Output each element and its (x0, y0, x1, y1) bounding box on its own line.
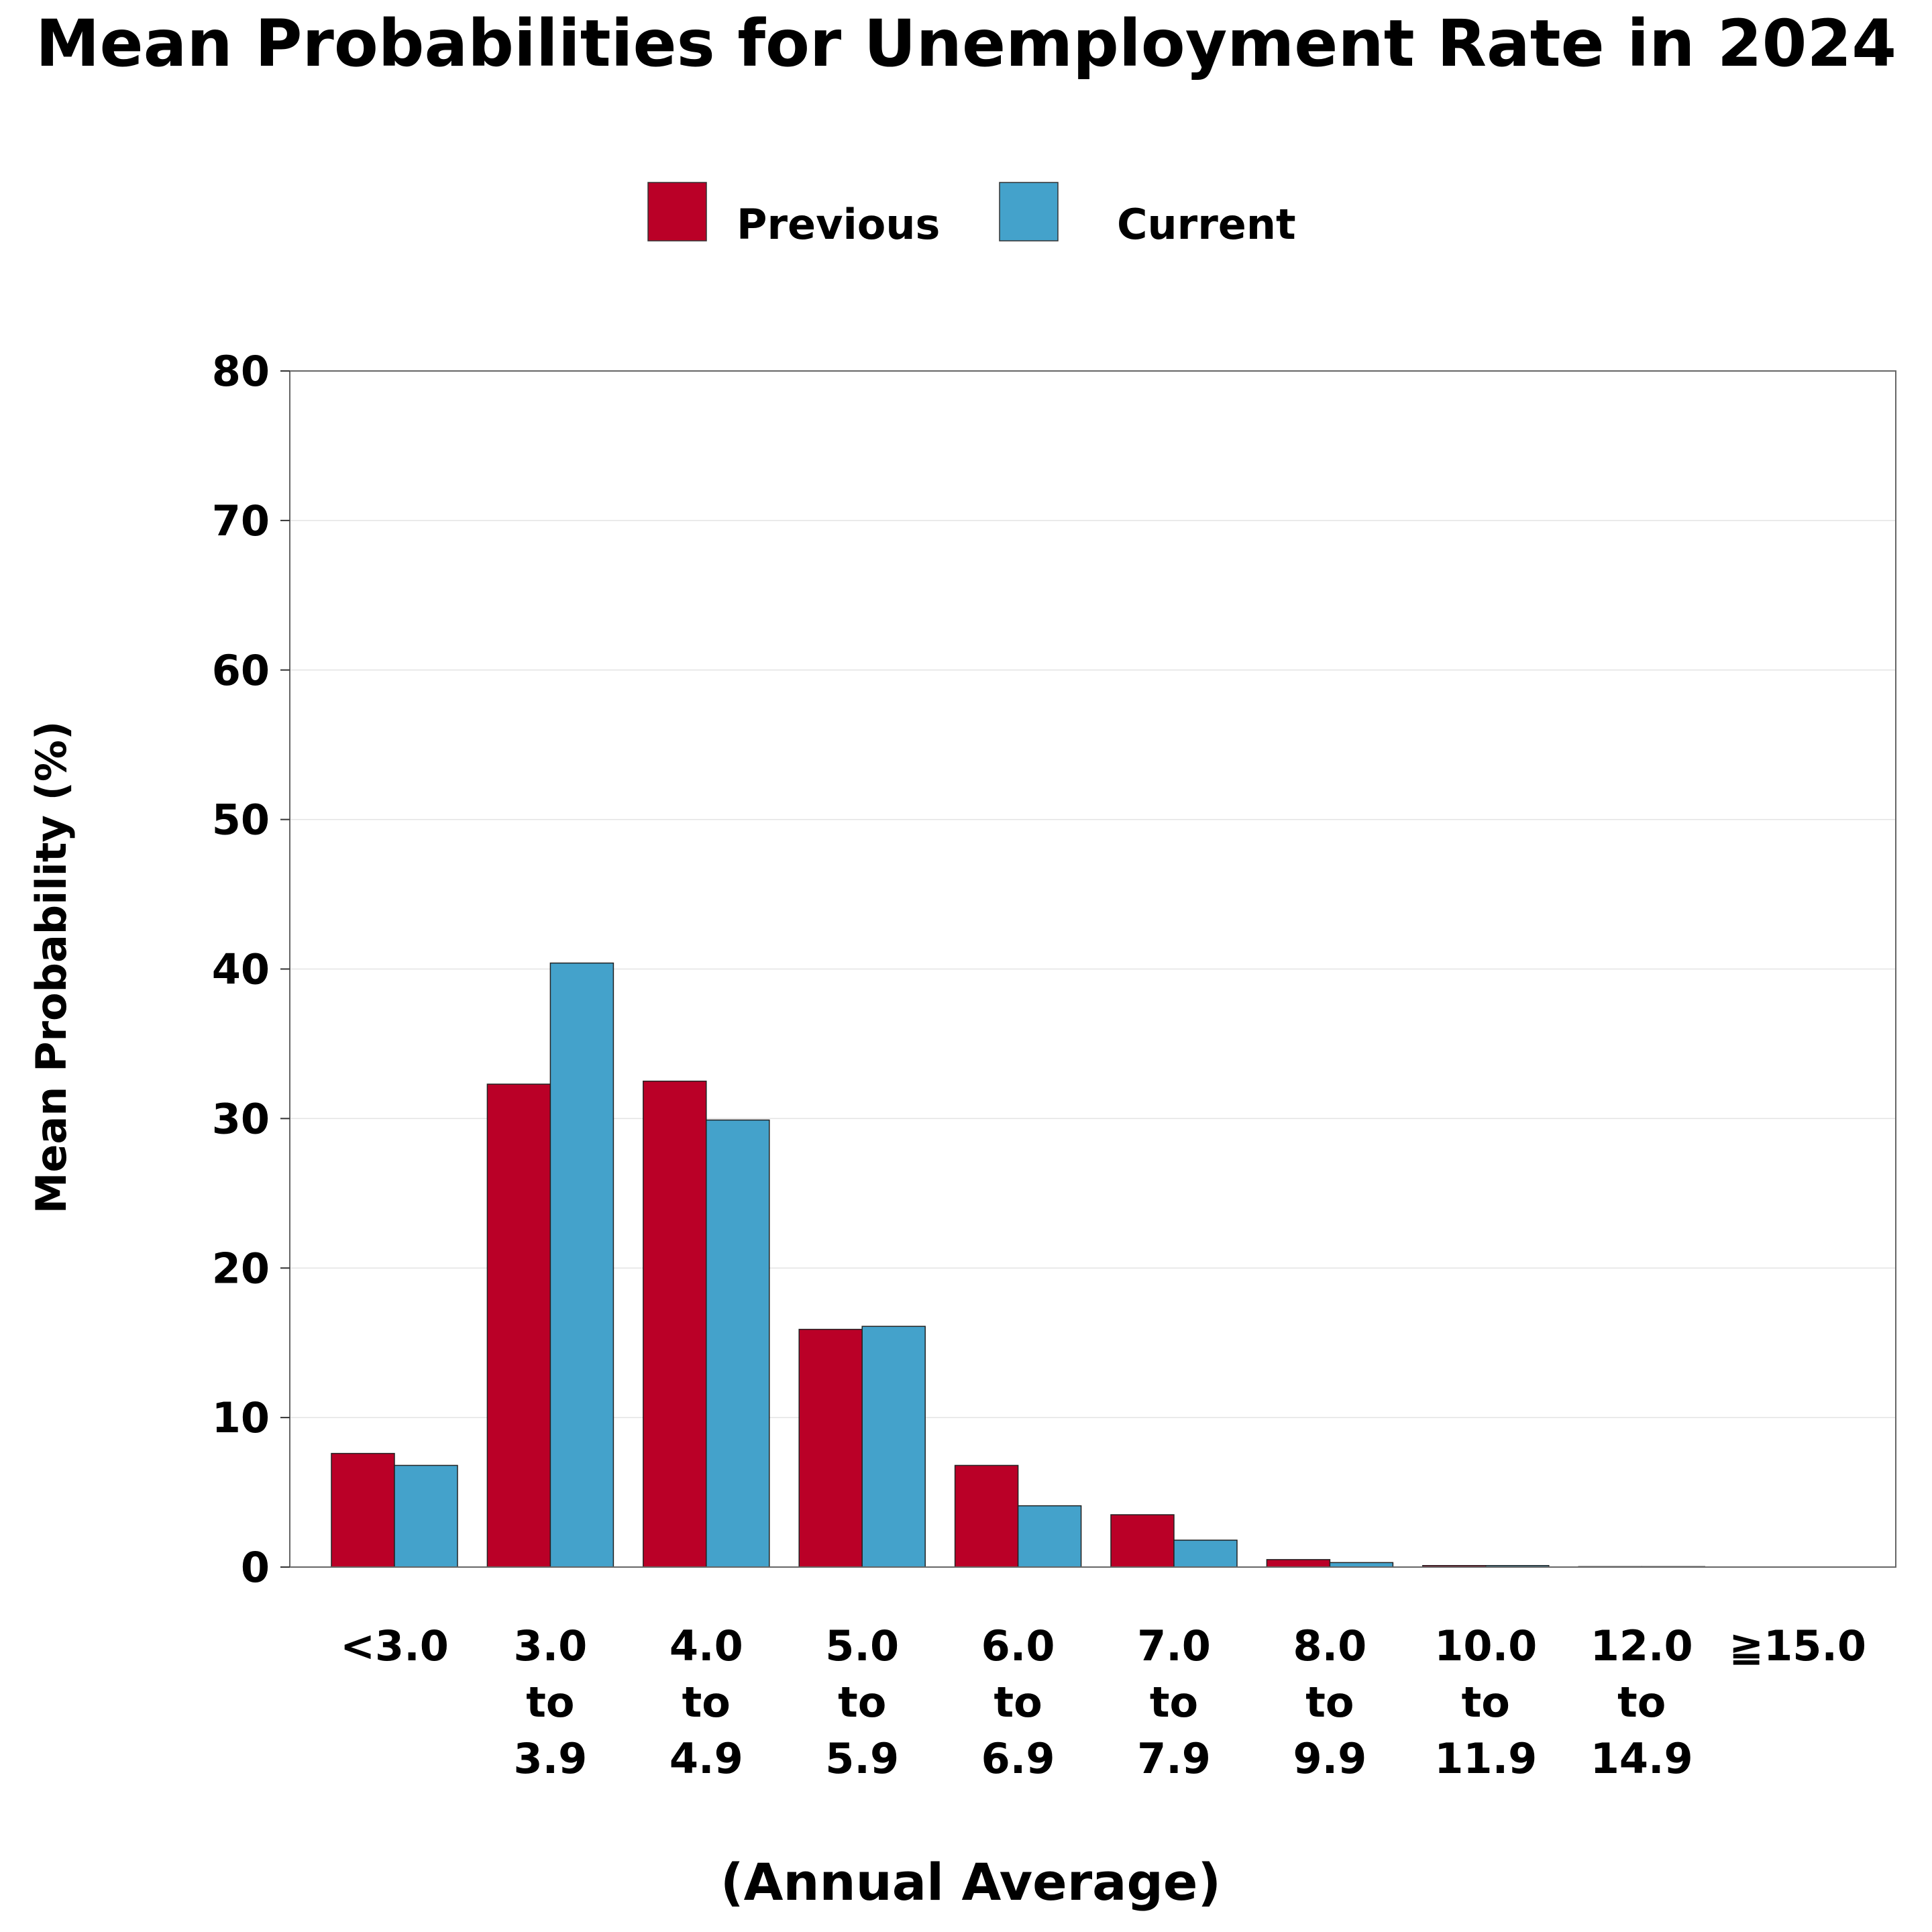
y-tick-label-40: 40 (212, 945, 270, 994)
bar-current-4 (1017, 1505, 1082, 1568)
bars (331, 962, 1705, 1568)
x-axis-ticks: <3.0 3.0 to 3.9 4.0 to 4.9 5.0 to 5.9 6.0 to 6.9 7.0 t… (340, 1621, 1866, 1783)
x-axis-label: (Annual Average) (720, 1852, 1221, 1912)
x-tick-label-8: 12.0 to 14.9 (1591, 1621, 1693, 1783)
y-tick-label-70: 70 (212, 496, 270, 545)
bar-previous-1 (486, 1083, 551, 1568)
bar-current-2 (706, 1119, 770, 1568)
x-tick-label-3: 5.0 to 5.9 (825, 1621, 899, 1783)
x-tick-label-2: 4.0 to 4.9 (669, 1621, 743, 1783)
bar-previous-4 (954, 1464, 1019, 1568)
y-tick-label-60: 60 (212, 646, 270, 695)
x-tick-label-4: 6.0 to 6.9 (981, 1621, 1055, 1783)
y-tick-label-50: 50 (212, 796, 270, 845)
bar-current-5 (1173, 1540, 1238, 1568)
bar-current-0 (394, 1464, 458, 1568)
y-tick-label-20: 20 (212, 1244, 270, 1293)
x-tick-label-5: 7.0 to 7.9 (1137, 1621, 1211, 1783)
legend-label-current: Current (1117, 200, 1296, 249)
x-tick-label-9: ≧15.0 (1729, 1621, 1866, 1670)
bar-previous-5 (1110, 1514, 1175, 1568)
x-tick-label-7: 10.0 to 11.9 (1434, 1621, 1537, 1783)
chart-title: Mean Probabilities for Unemployment Rate… (36, 6, 1896, 81)
bar-previous-2 (643, 1080, 707, 1568)
legend-label-previous: Previous (737, 200, 940, 249)
y-tick-label-30: 30 (212, 1094, 270, 1143)
bar-previous-3 (798, 1328, 863, 1568)
legend: Previous Current (647, 182, 1296, 249)
y-tick-label-0: 0 (241, 1543, 270, 1592)
y-axis-ticks: 0 10 20 30 40 50 60 70 80 (212, 347, 290, 1592)
x-tick-label-0: <3.0 (340, 1621, 449, 1670)
x-tick-label-6: 8.0 to 9.9 (1293, 1621, 1366, 1783)
legend-swatch-current (999, 182, 1059, 241)
y-axis-label: Mean Probability (%) (27, 721, 76, 1214)
legend-swatch-previous (647, 182, 707, 241)
bar-current-3 (861, 1326, 926, 1568)
bar-previous-0 (331, 1452, 395, 1568)
bar-current-6 (1329, 1562, 1394, 1568)
bar-previous-6 (1266, 1559, 1331, 1568)
x-tick-label-1: 3.0 to 3.9 (513, 1621, 587, 1783)
y-tick-label-10: 10 (212, 1393, 270, 1442)
bar-current-1 (549, 962, 614, 1568)
y-tick-label-80: 80 (212, 347, 270, 396)
